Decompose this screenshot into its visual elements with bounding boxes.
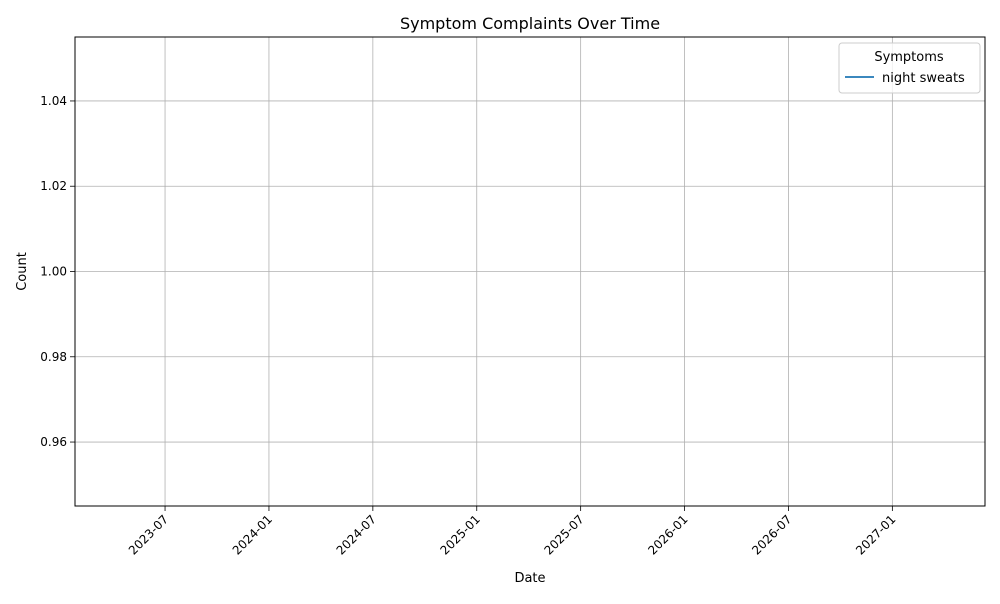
y-tick-label: 1.02 [40,179,67,193]
x-axis-label: Date [514,571,545,586]
legend-label-night-sweats: night sweats [882,71,965,86]
y-tick-label: 1.00 [40,265,67,279]
y-axis-label: Count [15,252,30,291]
y-tick-label: 0.96 [40,435,67,449]
grid-lines [75,37,985,506]
y-tick-label: 0.98 [40,350,67,364]
y-axis-ticks: 0.96 0.98 1.00 1.02 1.04 [40,94,75,449]
y-tick-label: 1.04 [40,94,67,108]
legend-box [838,42,981,94]
chart-title: Symptom Complaints Over Time [400,14,660,33]
legend: Symptoms night sweats [838,42,981,94]
legend-title: Symptoms [874,50,944,65]
